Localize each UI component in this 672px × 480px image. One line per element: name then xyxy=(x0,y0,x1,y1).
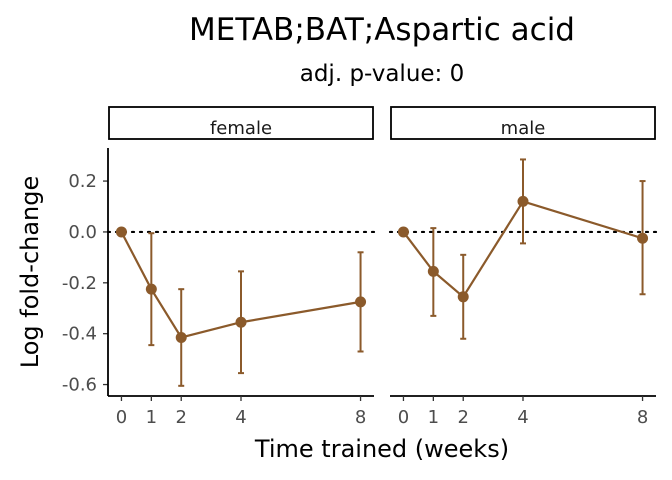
y-tick-label: -0.2 xyxy=(62,273,97,294)
data-point xyxy=(235,316,247,328)
facet-strip-label: male xyxy=(501,118,546,139)
y-tick-label: 0.0 xyxy=(68,222,97,243)
x-tick-label: 1 xyxy=(146,407,157,428)
x-tick-label: 0 xyxy=(116,407,127,428)
chart-title: METAB;BAT;Aspartic acid xyxy=(189,12,575,48)
x-tick-label: 4 xyxy=(235,407,246,428)
data-point xyxy=(355,296,367,308)
data-point xyxy=(175,331,187,343)
x-tick-label: 4 xyxy=(517,407,528,428)
x-tick-label: 0 xyxy=(398,407,409,428)
x-tick-label: 8 xyxy=(355,407,366,428)
facet-strip xyxy=(108,106,374,140)
data-point xyxy=(457,291,469,303)
data-point xyxy=(517,195,529,207)
y-axis-title: Log fold-change xyxy=(16,176,44,369)
chart-subtitle: adj. p-value: 0 xyxy=(300,61,465,87)
facet-strip-label: female xyxy=(210,118,272,139)
x-axis-title: Time trained (weeks) xyxy=(254,435,509,463)
data-point xyxy=(427,265,439,277)
x-tick-label: 1 xyxy=(428,407,439,428)
y-tick-label: 0.2 xyxy=(68,171,97,192)
facet-panel-male: male 0 1 2 4 8 xyxy=(388,106,658,428)
data-point xyxy=(397,226,409,238)
x-tick-label: 8 xyxy=(637,407,648,428)
facet-strip xyxy=(390,106,656,140)
x-tick-label: 2 xyxy=(175,407,186,428)
data-point xyxy=(637,232,649,244)
x-tick-label: 2 xyxy=(457,407,468,428)
y-tick-label: -0.4 xyxy=(62,324,97,345)
y-tick-label: -0.6 xyxy=(62,375,97,396)
facet-panel-female: female 0 1 2 4 8 xyxy=(106,106,376,428)
data-point xyxy=(115,226,127,238)
data-point xyxy=(145,283,157,295)
